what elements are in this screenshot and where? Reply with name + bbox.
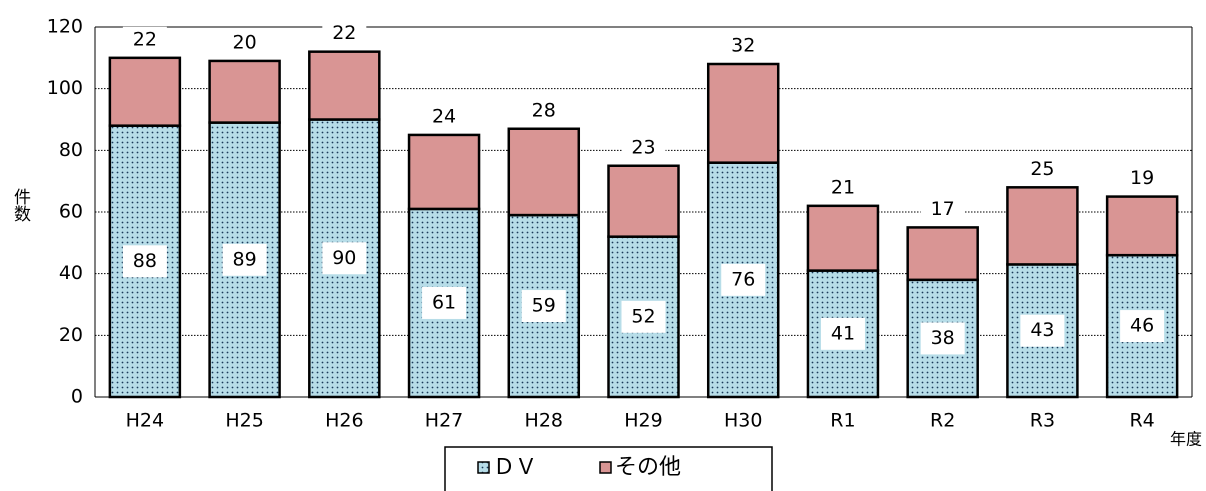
label-bg xyxy=(721,33,766,59)
y-tick-label: 20 xyxy=(59,324,83,346)
legend-swatch xyxy=(477,461,490,474)
x-tick-label: H25 xyxy=(225,410,263,432)
label-bg xyxy=(521,97,566,124)
x-tick-label: H24 xyxy=(126,410,164,432)
bar-segment xyxy=(108,56,182,127)
bar-segment xyxy=(507,127,581,217)
data-label: 22 xyxy=(133,28,157,50)
legend-label: その他 xyxy=(615,455,681,480)
data-label: 43 xyxy=(1030,319,1054,341)
bar-segment xyxy=(308,50,381,121)
x-tick-label: H28 xyxy=(525,410,563,432)
label-bg xyxy=(222,29,267,56)
legend-swatch xyxy=(599,461,612,474)
label-bg xyxy=(920,196,965,223)
data-label: 41 xyxy=(831,322,855,344)
y-tick-label: 0 xyxy=(71,386,83,408)
y-tick-label: 100 xyxy=(47,77,83,99)
data-label: 38 xyxy=(931,327,955,349)
x-tick-label: R4 xyxy=(1129,410,1154,432)
data-label: 21 xyxy=(831,176,855,198)
data-label: 23 xyxy=(631,136,655,158)
bar-segment xyxy=(706,62,780,164)
bar-segment xyxy=(906,226,979,282)
data-label: 25 xyxy=(1030,158,1054,180)
label-bg xyxy=(222,243,267,276)
y-axis-label: 件数 xyxy=(10,188,31,222)
label-bg xyxy=(920,322,965,355)
data-label: 59 xyxy=(532,295,556,317)
data-label: 90 xyxy=(332,247,356,269)
data-label: 46 xyxy=(1130,315,1154,337)
y-tick-label: 80 xyxy=(59,139,83,161)
x-axis-label: 年度 xyxy=(1170,430,1202,449)
label-bg xyxy=(1120,310,1165,343)
x-tick-label: H27 xyxy=(425,410,463,432)
label-bg xyxy=(122,26,167,53)
data-label: 28 xyxy=(532,99,556,121)
bar-segment xyxy=(1105,195,1179,257)
data-label: 88 xyxy=(133,250,157,272)
data-label: 19 xyxy=(1130,167,1154,189)
label-bg xyxy=(422,286,467,319)
x-tick-label: H29 xyxy=(624,410,662,432)
legend-label: ＤＶ xyxy=(493,455,537,480)
x-tick-label: R2 xyxy=(930,410,955,432)
bar-segment xyxy=(208,59,281,124)
y-tick-label: 60 xyxy=(59,201,83,223)
y-tick-label: 120 xyxy=(47,16,83,38)
data-label: 52 xyxy=(631,305,655,327)
label-bg xyxy=(322,20,367,47)
x-tick-label: R3 xyxy=(1030,410,1055,432)
x-tick-label: H30 xyxy=(724,410,762,432)
label-bg xyxy=(422,103,467,130)
label-bg xyxy=(1120,165,1165,192)
bar-segment xyxy=(607,164,680,238)
data-label: 20 xyxy=(232,31,256,53)
label-bg xyxy=(1020,156,1065,183)
x-tick-label: H26 xyxy=(325,410,363,432)
label-bg xyxy=(122,245,167,278)
label-bg xyxy=(521,290,566,323)
bar-segment xyxy=(1006,186,1079,266)
label-bg xyxy=(621,300,666,333)
label-bg xyxy=(820,317,865,350)
x-tick-label: R1 xyxy=(830,410,855,432)
label-bg xyxy=(820,174,865,201)
data-label: 32 xyxy=(731,35,755,57)
y-tick-label: 40 xyxy=(59,262,83,284)
data-label: 24 xyxy=(432,105,456,127)
data-label: 89 xyxy=(232,248,256,270)
data-label: 76 xyxy=(731,268,755,290)
label-bg xyxy=(322,242,367,275)
label-bg xyxy=(621,134,666,161)
data-label: 17 xyxy=(931,198,955,220)
bar-segment xyxy=(407,133,481,211)
label-bg xyxy=(1020,314,1065,347)
data-label: 22 xyxy=(332,22,356,44)
data-label: 61 xyxy=(432,291,456,313)
bar-segment xyxy=(806,204,880,272)
label-bg xyxy=(721,263,766,296)
